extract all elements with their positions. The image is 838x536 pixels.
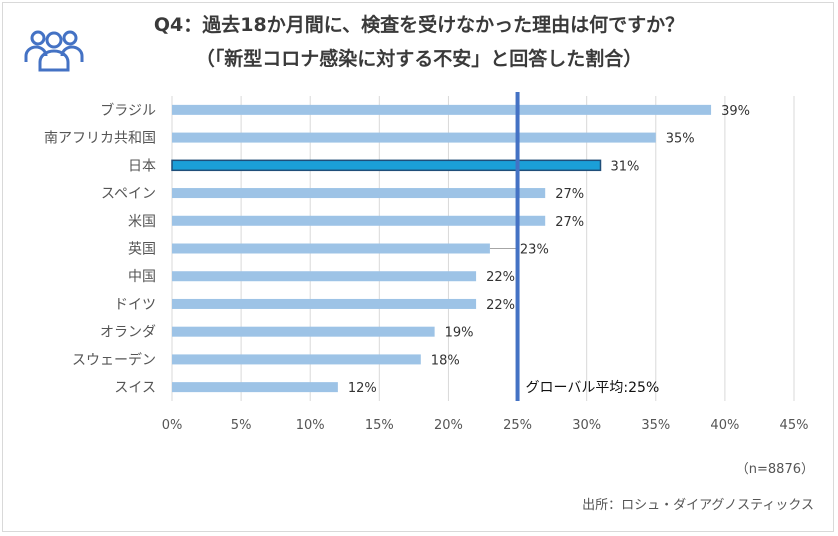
bar xyxy=(172,243,490,254)
x-tick-label: 5% xyxy=(231,418,252,433)
value-label: 35% xyxy=(666,132,695,147)
x-tick-label: 45% xyxy=(780,418,809,433)
bar xyxy=(172,354,421,365)
bar xyxy=(172,326,435,337)
value-label: 27% xyxy=(555,215,584,230)
global-average-label: グローバル平均:25% xyxy=(526,380,660,396)
value-label: 18% xyxy=(431,353,460,368)
value-label: 27% xyxy=(555,187,584,202)
bars xyxy=(171,104,712,393)
users-icon xyxy=(24,30,84,72)
x-tick-label: 15% xyxy=(365,418,394,433)
sample-size-note: （n=8876） xyxy=(735,462,814,477)
x-tick-label: 0% xyxy=(162,418,183,433)
bar-chart: ブラジル南アフリカ共和国日本スペイン米国英国中国ドイツオランダスウェーデンスイス… xyxy=(44,92,809,433)
bar xyxy=(172,188,546,199)
category-label: 南アフリカ共和国 xyxy=(44,131,156,147)
source-note: 出所：ロシュ・ダイアグノスティックス xyxy=(582,498,814,513)
reference-line-group: グローバル平均:25% xyxy=(515,92,660,401)
category-label: 米国 xyxy=(128,214,156,230)
bar xyxy=(172,132,656,143)
category-label: オランダ xyxy=(100,325,156,341)
category-label: スウェーデン xyxy=(72,351,156,368)
x-tick-label: 30% xyxy=(572,418,601,433)
chart-subtitle: （「新型コロナ感染に対する不安」と回答した割合） xyxy=(195,48,643,70)
value-labels: 39% 35% 31% 27% 27% 23% 22% 22% 19% 18% 12% xyxy=(348,104,750,396)
value-label: 19% xyxy=(445,326,474,341)
value-label: 31% xyxy=(610,159,639,174)
bar xyxy=(171,159,602,172)
x-tick-label: 35% xyxy=(641,418,670,433)
category-label: ドイツ xyxy=(114,297,156,313)
value-label: 22% xyxy=(486,298,515,313)
category-label: スペイン xyxy=(101,186,156,202)
chart-title: Q4：過去18か月間に、検査を受けなかった理由は何ですか？ xyxy=(153,14,685,36)
bar xyxy=(172,215,546,226)
x-tick-label: 20% xyxy=(434,418,463,433)
category-label: 日本 xyxy=(128,158,156,174)
x-tick-label: 25% xyxy=(503,418,532,433)
bar xyxy=(172,382,338,393)
category-label: ブラジル xyxy=(100,102,156,119)
category-label: スイス xyxy=(114,380,156,396)
bar xyxy=(172,271,477,282)
value-label: 12% xyxy=(348,381,377,396)
value-label: 22% xyxy=(486,270,515,285)
bar xyxy=(172,104,712,115)
x-tick-label: 10% xyxy=(296,418,325,433)
value-label: 39% xyxy=(721,104,750,119)
bar xyxy=(172,298,477,309)
category-label: 中国 xyxy=(128,269,156,285)
category-label: 英国 xyxy=(128,241,156,258)
x-axis-tick-labels: 0% 5% 10% 15% 20% 25% 30% 35% 40% 45% xyxy=(162,418,809,433)
value-label: 23% xyxy=(520,243,549,258)
x-tick-label: 40% xyxy=(710,418,739,433)
